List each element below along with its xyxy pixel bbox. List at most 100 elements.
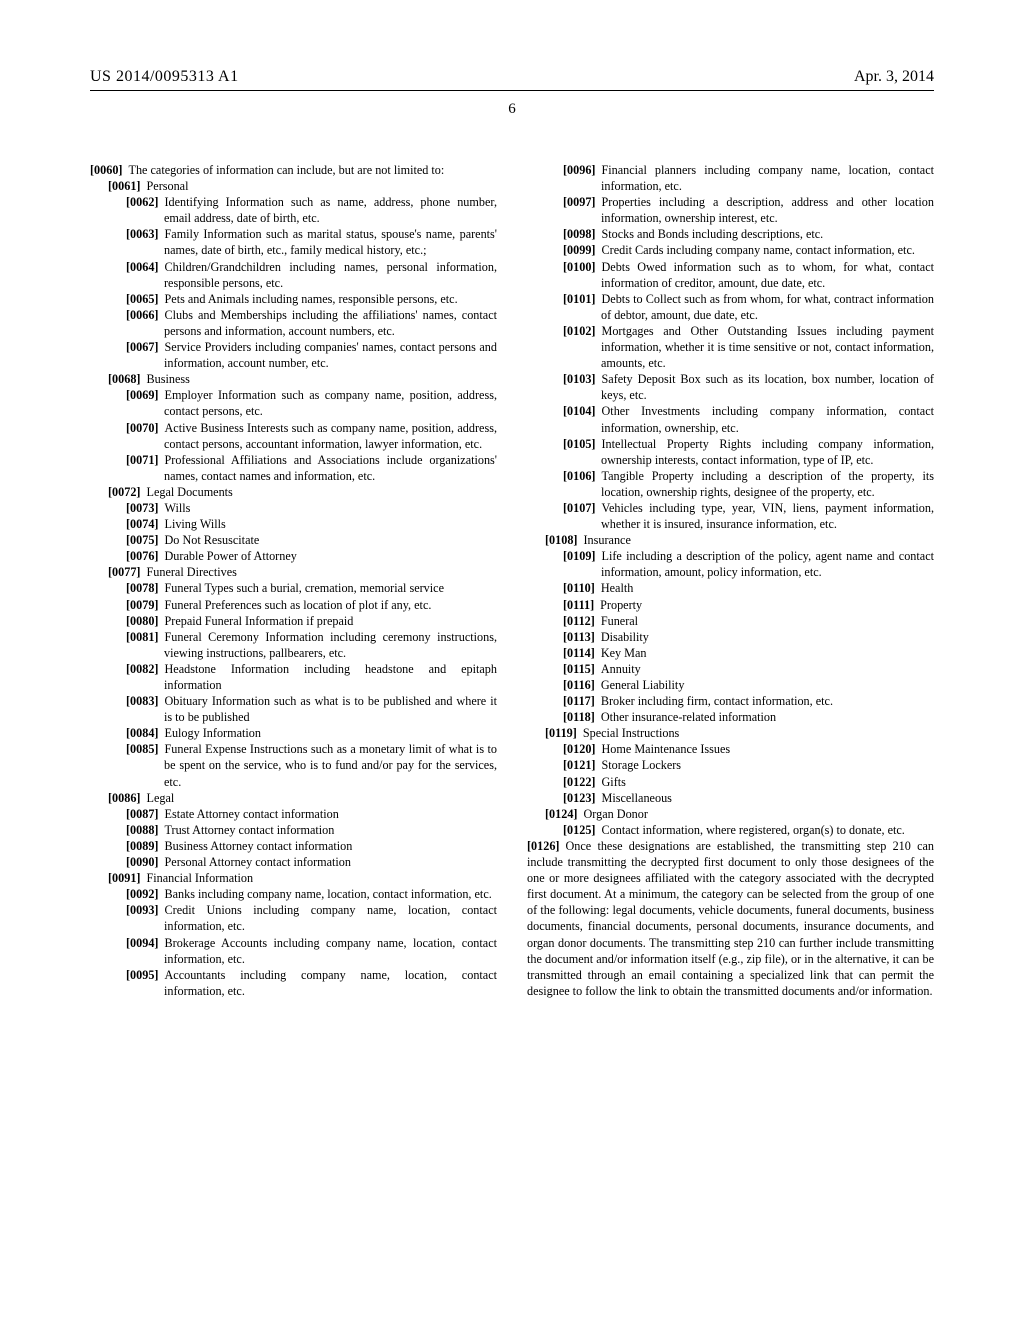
paragraph: [0079] Funeral Preferences such as locati… [90, 597, 497, 613]
paragraph: [0116] General Liability [527, 677, 934, 693]
paragraph-text: Legal [147, 791, 175, 805]
paragraph-number: [0085] [126, 742, 159, 756]
paragraph: [0119] Special Instructions [527, 725, 934, 741]
paragraph-number: [0069] [126, 388, 159, 402]
paragraph-number: [0084] [126, 726, 159, 740]
paragraph: [0117]Broker including firm, contact inf… [527, 693, 934, 709]
paragraph: [0091]Financial Information [90, 870, 497, 886]
paragraph: [0106]Tangible Property including a desc… [527, 468, 934, 500]
paragraph-number: [0124] [545, 807, 578, 821]
paragraph-text: Brokerage Accounts including company nam… [164, 936, 497, 966]
paragraph: [0112]Funeral [527, 613, 934, 629]
paragraph-number: [0118] [563, 710, 595, 724]
paragraph-number: [0064] [126, 260, 159, 274]
paragraph-number: [0071] [126, 453, 159, 467]
paragraph-number: [0082] [126, 662, 159, 676]
paragraph: [0086] Legal [90, 790, 497, 806]
paragraph-number: [0089] [126, 839, 159, 853]
paragraph: [0085]Funeral Expense Instructions such … [90, 741, 497, 789]
paragraph-number: [0113] [563, 630, 595, 644]
paragraph-number: [0080] [126, 614, 159, 628]
paragraph: [0107]Vehicles including type, year, VIN… [527, 500, 934, 532]
paragraph-number: [0123] [563, 791, 596, 805]
paragraph: [0087]Estate Attorney contact informatio… [90, 806, 497, 822]
paragraph: [0078]Funeral Types such a burial, crema… [90, 580, 497, 596]
paragraph: [0125]Contact information, where registe… [527, 822, 934, 838]
paragraph-number: [0095] [126, 968, 159, 982]
paragraph-number: [0083] [126, 694, 159, 708]
paragraph-text: Home Maintenance Issues [602, 742, 731, 756]
paragraph: [0124]Organ Donor [527, 806, 934, 822]
paragraph-text: Miscellaneous [602, 791, 672, 805]
paragraph: [0113] Disability [527, 629, 934, 645]
paragraph-number: [0091] [108, 871, 141, 885]
paragraph: [0108]Insurance [527, 532, 934, 548]
paragraph-text: Active Business Interests such as compan… [164, 421, 497, 451]
paragraph-text: Funeral Directives [147, 565, 237, 579]
paragraph-text: Credit Unions including company name, lo… [164, 903, 497, 933]
paragraph-number: [0098] [563, 227, 596, 241]
paragraph-number: [0112] [563, 614, 595, 628]
paragraph-text: Properties including a description, addr… [601, 195, 934, 225]
paragraph-number: [0114] [563, 646, 595, 660]
paragraph-text: Financial planners including company nam… [601, 163, 934, 193]
paragraph-number: [0073] [126, 501, 159, 515]
paragraph-number: [0092] [126, 887, 159, 901]
paragraph-number: [0101] [563, 292, 596, 306]
paragraph-number: [0087] [126, 807, 159, 821]
paragraph-text: General Liability [601, 678, 685, 692]
paragraph-text: Safety Deposit Box such as its location,… [601, 372, 934, 402]
paragraph: [0075]Do Not Resuscitate [90, 532, 497, 548]
paragraph-number: [0088] [126, 823, 159, 837]
paragraph-number: [0060] [90, 163, 123, 177]
header-divider [90, 90, 934, 91]
paragraph-number: [0062] [126, 195, 159, 209]
paragraph: [0077]Funeral Directives [90, 564, 497, 580]
paragraph-number: [0116] [563, 678, 595, 692]
paragraph-number: [0067] [126, 340, 159, 354]
paragraph: [0126]Once these designations are establ… [527, 838, 934, 999]
paragraph: [0094]Brokerage Accounts including compa… [90, 935, 497, 967]
paragraph-text: Personal [147, 179, 189, 193]
paragraph: [0121]Storage Lockers [527, 757, 934, 773]
paragraph-number: [0108] [545, 533, 578, 547]
paragraph-text: Living Wills [165, 517, 226, 531]
paragraph-number: [0105] [563, 437, 596, 451]
paragraph: [0090]Personal Attorney contact informat… [90, 854, 497, 870]
paragraph-text: Headstone Information including headston… [164, 662, 497, 692]
paragraph: [0089]Business Attorney contact informat… [90, 838, 497, 854]
paragraph: [0064]Children/Grandchildren including n… [90, 259, 497, 291]
paragraph-text: Pets and Animals including names, respon… [165, 292, 458, 306]
paragraph-number: [0111] [563, 598, 594, 612]
paragraph-number: [0120] [563, 742, 596, 756]
paragraph-text: Special Instructions [583, 726, 679, 740]
paragraph-text: Funeral Preferences such as location of … [165, 598, 432, 612]
paragraph-number: [0079] [126, 598, 159, 612]
paragraph-text: Trust Attorney contact information [165, 823, 335, 837]
paragraph-text: Disability [601, 630, 649, 644]
paragraph-number: [0110] [563, 581, 595, 595]
paragraph-number: [0104] [563, 404, 596, 418]
paragraph-text: Gifts [602, 775, 626, 789]
paragraph: [0095]Accountants including company name… [90, 967, 497, 999]
paragraph-text: Credit Cards including company name, con… [602, 243, 915, 257]
paragraph-number: [0081] [126, 630, 159, 644]
paragraph: [0061]Personal [90, 178, 497, 194]
paragraph: [0123] Miscellaneous [527, 790, 934, 806]
paragraph-number: [0070] [126, 421, 159, 435]
paragraph-text: Service Providers including companies' n… [164, 340, 497, 370]
paragraph: [0072]Legal Documents [90, 484, 497, 500]
paragraph-number: [0102] [563, 324, 596, 338]
paragraph-text: Contact information, where registered, o… [602, 823, 905, 837]
paragraph: [0068]Business [90, 371, 497, 387]
paragraph-text: Employer Information such as company nam… [164, 388, 497, 418]
paragraph: [0109]Life including a description of th… [527, 548, 934, 580]
paragraph-text: Debts Owed information such as to whom, … [601, 260, 934, 290]
paragraph-number: [0119] [545, 726, 577, 740]
paragraph: [0120] Home Maintenance Issues [527, 741, 934, 757]
paragraph-number: [0086] [108, 791, 141, 805]
paragraph: [0060] The categories of information can … [90, 162, 497, 178]
paragraph-number: [0122] [563, 775, 596, 789]
paragraph-text: The categories of information can includ… [129, 163, 445, 177]
paragraph-text: Vehicles including type, year, VIN, lien… [601, 501, 934, 531]
